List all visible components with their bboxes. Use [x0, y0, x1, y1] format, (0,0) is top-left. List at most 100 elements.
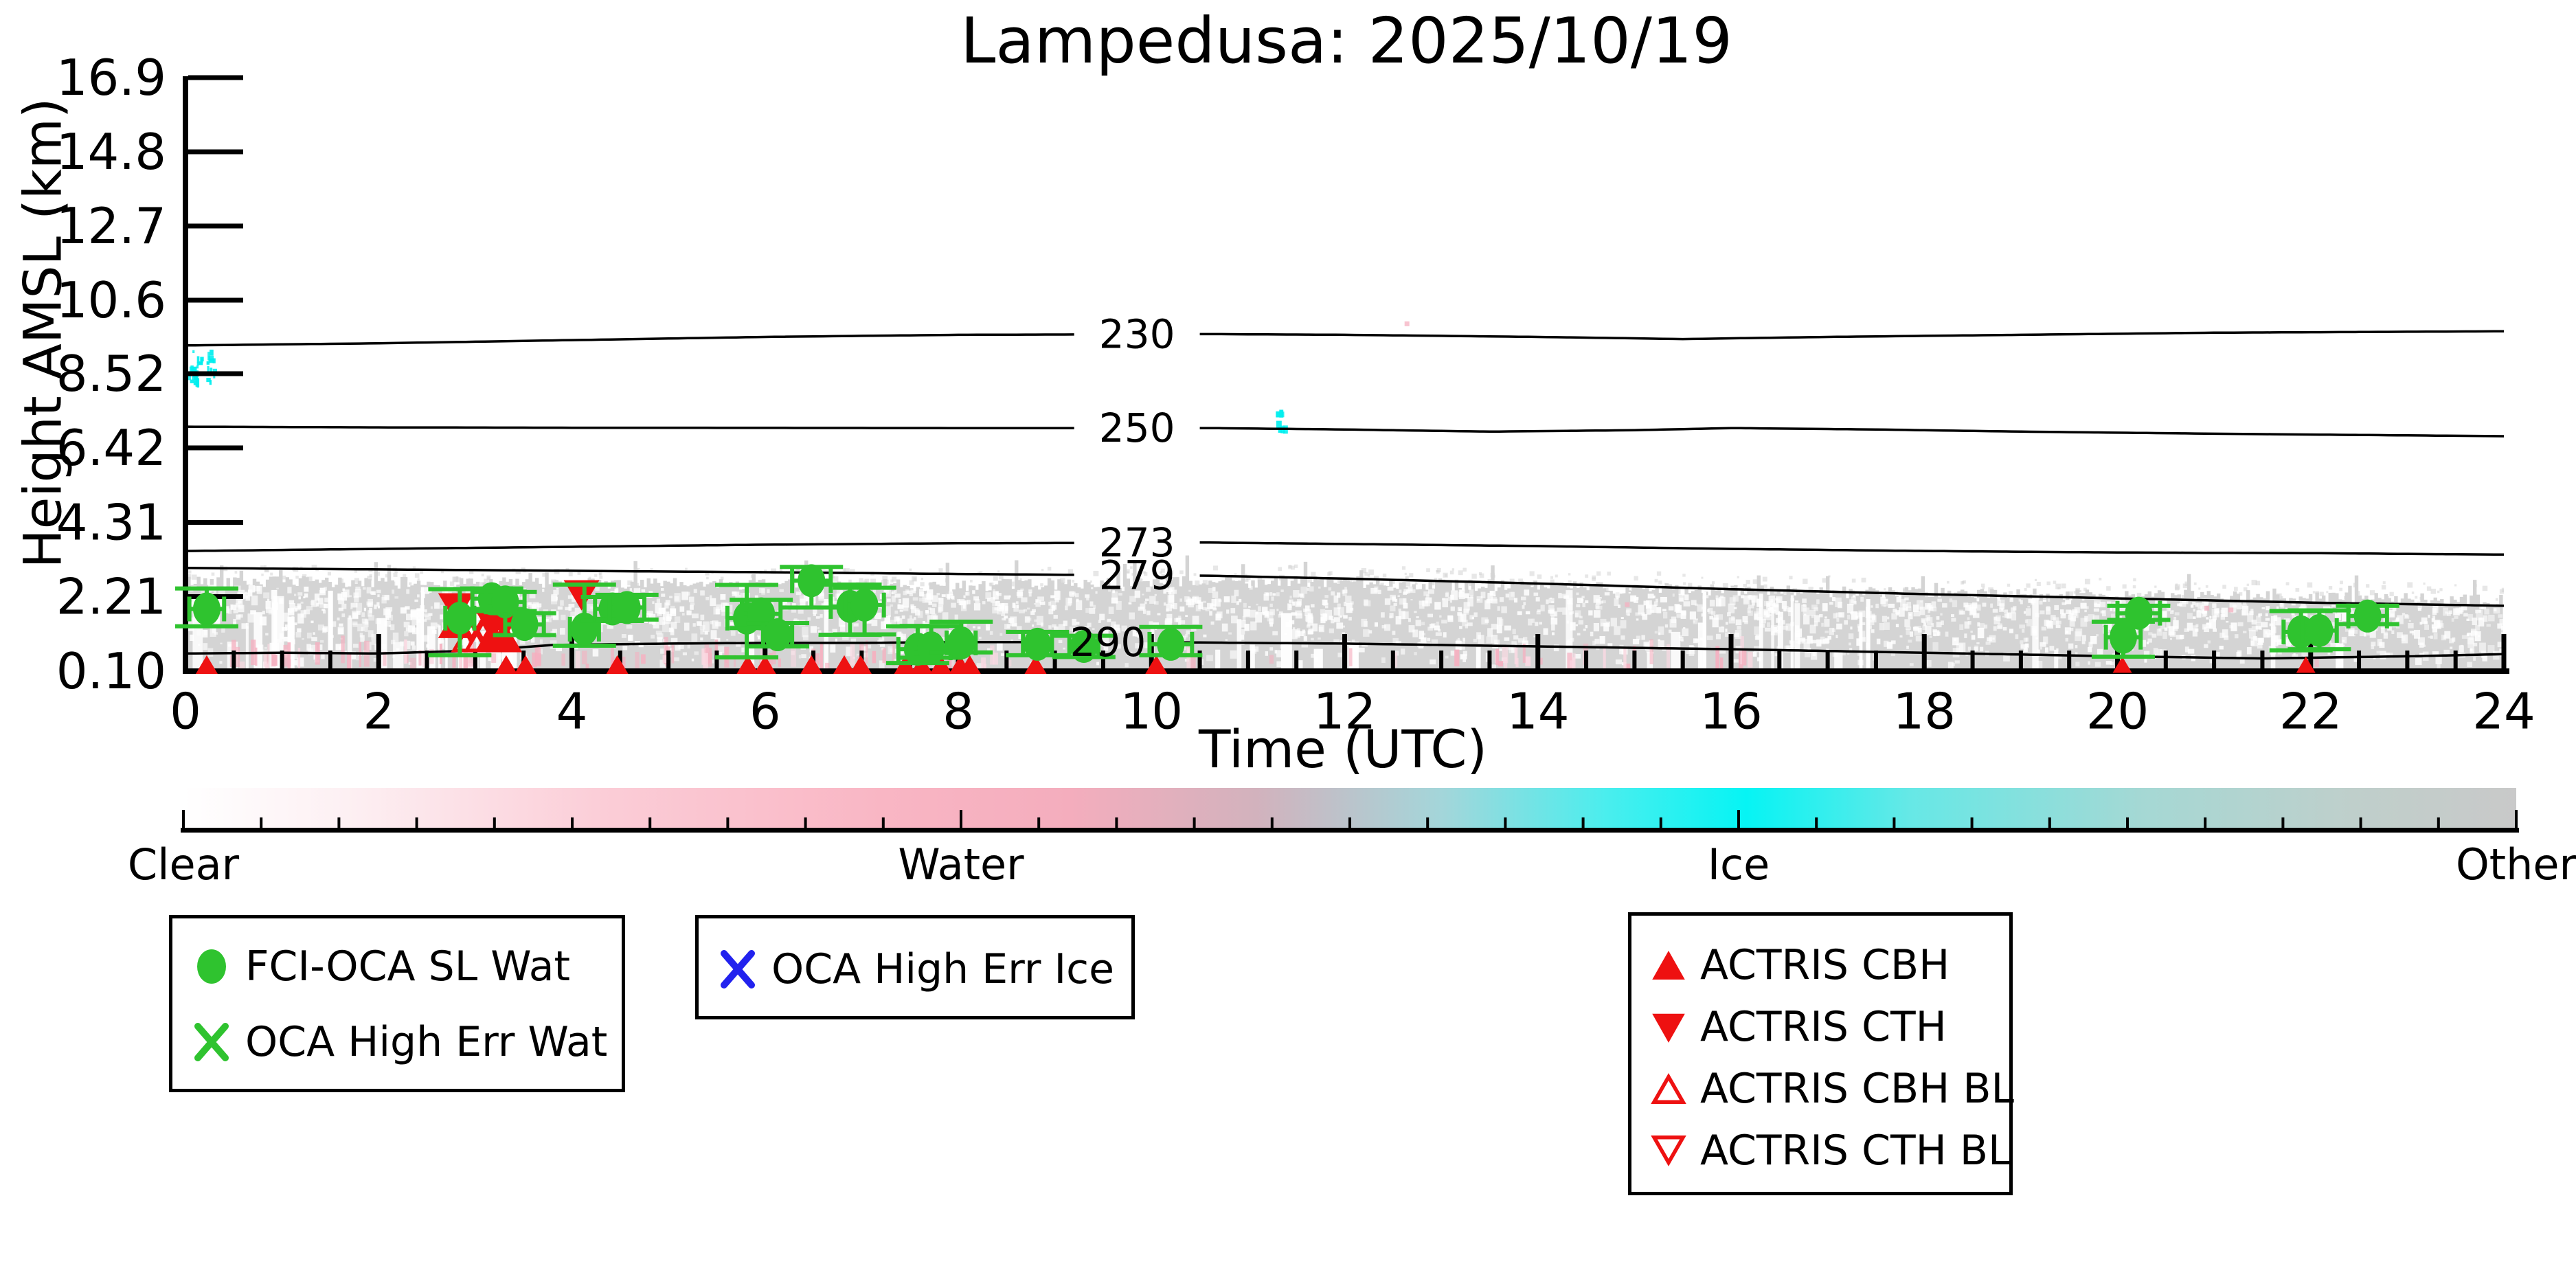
- x-tick-label: 0: [170, 683, 201, 741]
- fci-oca-point: [2125, 596, 2153, 630]
- fci-oca-point: [1024, 627, 1052, 661]
- legend-item: OCA High Err Wat: [188, 1015, 607, 1070]
- data-point-with-errorbars: [473, 585, 537, 619]
- data-point-with-errorbars: [1052, 630, 1116, 663]
- x-minor-tick: [280, 651, 284, 668]
- x-tick: [762, 634, 768, 668]
- actris-cbh-marker: [1145, 655, 1168, 675]
- legend-item-label: ACTRIS CTH: [1700, 1003, 1947, 1051]
- x-axis-spine: [183, 668, 2509, 674]
- x-minor-tick: [1100, 651, 1105, 668]
- x-minor-tick: [2357, 651, 2362, 668]
- x-minor-tick: [666, 651, 671, 668]
- x-tick: [1921, 634, 1927, 668]
- colorbar-tick: [1504, 817, 1507, 828]
- triangle-down-open-icon: [1651, 1136, 1686, 1166]
- x-tick: [1728, 634, 1734, 668]
- colorbar-label-other: Other: [2455, 839, 2576, 890]
- legend-oca-water: FCI-OCA SL Wat OCA High Err Wat: [169, 915, 625, 1092]
- x-minor-tick: [1487, 651, 1492, 668]
- x-minor-tick: [473, 651, 477, 668]
- x-minor-tick: [2260, 651, 2265, 668]
- data-point-with-errorbars: [780, 564, 844, 610]
- fci-oca-point: [491, 585, 519, 619]
- legend-item: OCA High Err Ice: [714, 942, 1114, 997]
- colorbar-tick: [881, 817, 885, 828]
- fci-oca-point: [192, 592, 221, 626]
- colorbar-tick: [2515, 810, 2518, 828]
- x-minor-tick: [1294, 651, 1299, 668]
- fci-oca-point: [510, 608, 539, 642]
- x-tick-label: 6: [749, 683, 781, 741]
- y-axis-spine: [183, 76, 188, 674]
- data-point-with-errorbars: [1139, 624, 1203, 661]
- x-minor-tick: [1632, 651, 1637, 668]
- data-point-with-errorbars: [428, 587, 492, 657]
- fci-oca-point: [2109, 620, 2137, 654]
- data-point-with-errorbars: [2107, 596, 2171, 630]
- legend-item-label: ACTRIS CBH: [1700, 941, 1950, 989]
- colorbar-tick: [2281, 817, 2285, 828]
- x-minor-tick: [1584, 651, 1589, 668]
- fci-oca-point: [850, 588, 879, 622]
- colorbar-tick: [493, 817, 496, 828]
- contour-label: 250: [1099, 405, 1175, 451]
- colorbar-tick: [260, 817, 263, 828]
- colorbar-tick: [1193, 817, 1196, 828]
- actris-cbh-marker: [833, 655, 856, 675]
- y-tick-label: 6.42: [56, 419, 166, 477]
- actris-cbh-marker: [754, 655, 776, 675]
- y-tick-label: 10.6: [56, 271, 166, 329]
- y-tick-label: 12.7: [56, 197, 166, 255]
- colorbar-tick: [2437, 817, 2440, 828]
- colorbar-tick: [337, 817, 341, 828]
- colorbar-tick: [648, 817, 652, 828]
- data-point-with-errorbars: [493, 608, 556, 642]
- legend-actris: ACTRIS CBH ACTRIS CTH ACTRIS CBH BL ACTR…: [1628, 912, 2014, 1195]
- data-point-with-errorbars: [1006, 627, 1070, 661]
- colorbar-tick: [726, 817, 730, 828]
- fci-oca-point: [613, 591, 641, 624]
- x-minor-tick: [1052, 651, 1057, 668]
- y-tick: [188, 371, 243, 376]
- triangle-down-icon: [1652, 1013, 1685, 1043]
- legend-item-label: FCI-OCA SL Wat: [245, 942, 571, 991]
- data-point-with-errorbars: [595, 591, 659, 624]
- actris-cbh-marker: [736, 655, 759, 675]
- colorbar-tick: [1737, 810, 1740, 828]
- colorbar-tick: [804, 817, 807, 828]
- legend-item: ACTRIS CTH: [1647, 999, 1947, 1054]
- x-minor-tick: [1439, 651, 1444, 668]
- x-minor-tick: [2163, 651, 2168, 668]
- chart-title: Lampedusa: 2025/10/19: [960, 4, 1732, 78]
- colorbar-tick: [2126, 817, 2129, 828]
- data-point-with-errorbars: [929, 620, 993, 659]
- actris-cbh-marker: [958, 655, 981, 675]
- x-minor-tick: [2212, 651, 2217, 668]
- x-tick: [1535, 634, 1541, 668]
- x-minor-tick: [2405, 651, 2410, 668]
- data-point-with-errorbars: [2336, 599, 2399, 633]
- x-tick-label: 2: [363, 683, 394, 741]
- fci-oca-sl-wat-points: [174, 564, 2399, 666]
- x-tick-label: 22: [2279, 683, 2342, 741]
- data-point-with-errorbars: [746, 618, 810, 652]
- contour-label: 230: [1099, 311, 1175, 358]
- colorbar-tick: [1348, 817, 1351, 828]
- legend-item-label: ACTRIS CBH BL: [1700, 1065, 2014, 1113]
- colorbar-label-ice: Ice: [1707, 839, 1770, 890]
- x-minor-tick: [231, 651, 236, 668]
- y-tick: [188, 445, 243, 451]
- colorbar-tick: [182, 810, 185, 828]
- x-tick-label: 18: [1893, 683, 1956, 741]
- fci-oca-point: [947, 626, 975, 659]
- colorbar-tick: [1659, 817, 1662, 828]
- x-tick-label: 8: [942, 683, 974, 741]
- x-minor-tick: [2453, 651, 2458, 668]
- axes: 16.914.812.710.68.526.424.312.210.100 2 4 6…: [56, 49, 2535, 741]
- x-minor-tick: [2018, 651, 2023, 668]
- x-tick: [183, 634, 188, 668]
- colorbar-tick: [1115, 817, 1118, 828]
